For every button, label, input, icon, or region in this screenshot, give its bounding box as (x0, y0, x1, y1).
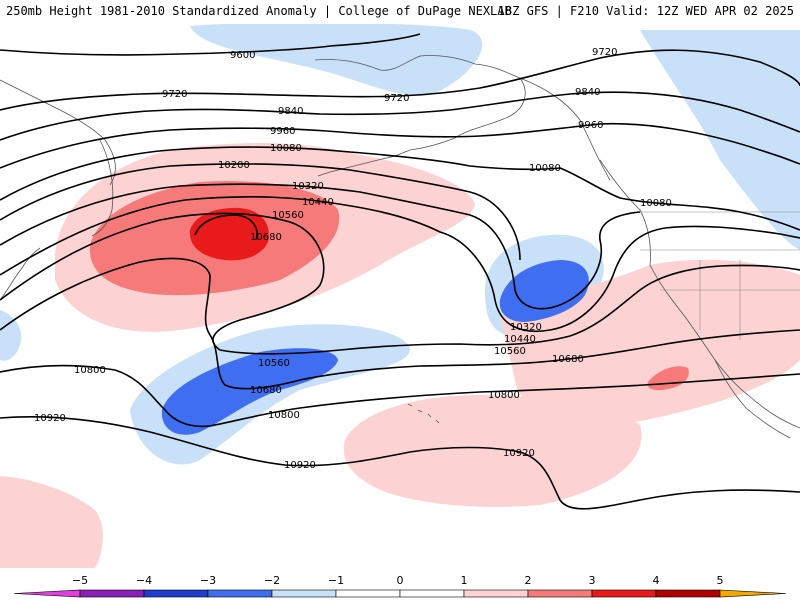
colorbar-segment (655, 589, 721, 598)
coastlines (0, 55, 800, 439)
contour-label: 9840 (575, 87, 600, 98)
contour-label: 10200 (218, 160, 250, 171)
hawaii-islands (407, 403, 440, 424)
contour-label: 10560 (494, 346, 526, 357)
contour-label: 10800 (268, 410, 300, 421)
contour-label: 9600 (230, 50, 255, 61)
contour-label: 9960 (270, 126, 295, 137)
colorbar-tick-label: −5 (72, 574, 88, 587)
contour-10920 (0, 415, 800, 510)
state-borders (640, 211, 800, 340)
colorbar-tick-label: −4 (136, 574, 152, 587)
contour-label: 10680 (250, 385, 282, 396)
colorbar-segment (335, 589, 401, 598)
contour-9960 (0, 122, 800, 169)
colorbar-tick-label: −1 (328, 574, 344, 587)
contour-9600 (0, 33, 421, 56)
bc-coastline (599, 159, 651, 266)
contour-label: 10440 (504, 334, 536, 345)
contour-10560 (0, 212, 800, 355)
colorbar-tick-label: 1 (461, 574, 468, 587)
baja (714, 359, 791, 439)
colorbar-segment (79, 589, 145, 598)
anomaly-pos1-central (343, 395, 642, 507)
model-valid-time: 18Z GFS | F210 Valid: 12Z WED APR 02 202… (497, 4, 794, 18)
alaska-panhandle (519, 77, 611, 181)
height-contours (0, 33, 800, 510)
anomaly-shading (0, 24, 800, 568)
contour-label: 10320 (510, 322, 542, 333)
contour-label: 10920 (34, 413, 66, 424)
contour-label: 10080 (640, 198, 672, 209)
anomaly-neg2-east (499, 260, 589, 322)
contour-label: 10680 (552, 354, 584, 365)
colorbar-tick-label: −2 (264, 574, 280, 587)
colorbar-tick-label: −3 (200, 574, 216, 587)
colorbar-segment (463, 589, 529, 598)
map-header: 250mb Height 1981-2010 Standardized Anom… (0, 0, 800, 24)
contour-label: 10560 (272, 210, 304, 221)
colorbar-arrow-left (13, 589, 81, 598)
contour-label: 10800 (74, 365, 106, 376)
anomaly-map: 9600 9720 9720 9720 9840 9840 9960 9960 … (0, 24, 800, 568)
anomaly-pos1-southwest-corner (0, 476, 103, 568)
colorbar-segment (527, 589, 593, 598)
contour-label: 10920 (284, 460, 316, 471)
kamchatka (91, 139, 114, 237)
contour-label: 10080 (270, 143, 302, 154)
siberia-coast (0, 79, 116, 186)
colorbar-segment (591, 589, 657, 598)
colorbar-segment (271, 589, 337, 598)
japan-coast (0, 247, 41, 301)
anomaly-pos3 (189, 207, 269, 261)
contour-label: 9720 (384, 93, 409, 104)
colorbar-tick-label: 4 (653, 574, 660, 587)
colorbar-segment (207, 589, 273, 598)
colorbar-segment (143, 589, 209, 598)
us-west-coastline (649, 264, 749, 396)
colorbar-bar (13, 589, 787, 598)
colorbar-tick-label: 0 (397, 574, 404, 587)
map-title: 250mb Height 1981-2010 Standardized Anom… (6, 4, 512, 18)
contour-9840 (0, 91, 800, 141)
colorbar-tick-label: 2 (525, 574, 532, 587)
anomaly-neg1-northeast (640, 30, 800, 250)
colorbar-tick-label: 3 (589, 574, 596, 587)
contour-label: 10680 (250, 232, 282, 243)
contour-label: 10560 (258, 358, 290, 369)
mexico-coast (747, 394, 800, 429)
alaska-coastline (314, 55, 526, 151)
contour-label: 10440 (302, 197, 334, 208)
contour-10440 (0, 196, 800, 332)
contour-label: 10920 (503, 448, 535, 459)
contour-10320 (0, 183, 641, 310)
colorbar-tick-label: 5 (717, 574, 724, 587)
colorbar-arrow-right (719, 589, 787, 598)
contour-labels: 9600 9720 9720 9720 9840 9840 9960 9960 … (34, 47, 672, 471)
contour-label: 10080 (529, 163, 561, 174)
contour-label: 10800 (488, 390, 520, 401)
anomaly-neg2-west (161, 348, 338, 435)
contour-10200 (0, 163, 521, 261)
contour-10680-hi (194, 214, 258, 241)
contour-label: 9840 (278, 106, 303, 117)
colorbar-segment (399, 589, 465, 598)
contour-9720 (0, 49, 800, 111)
colorbar-labels: −5 −4 −3 −2 −1 0 1 2 3 4 5 (72, 574, 724, 587)
colorbar: −5 −4 −3 −2 −1 0 1 2 3 4 5 (0, 568, 800, 600)
anomaly-neg1-westedge (0, 310, 22, 361)
contour-label: 10320 (292, 181, 324, 192)
contour-label: 9720 (592, 47, 617, 58)
contour-10680 (0, 257, 800, 390)
contour-10080 (0, 146, 800, 231)
contour-label: 9720 (162, 89, 187, 100)
contour-10800 (0, 364, 800, 428)
contour-label: 9960 (578, 120, 603, 131)
